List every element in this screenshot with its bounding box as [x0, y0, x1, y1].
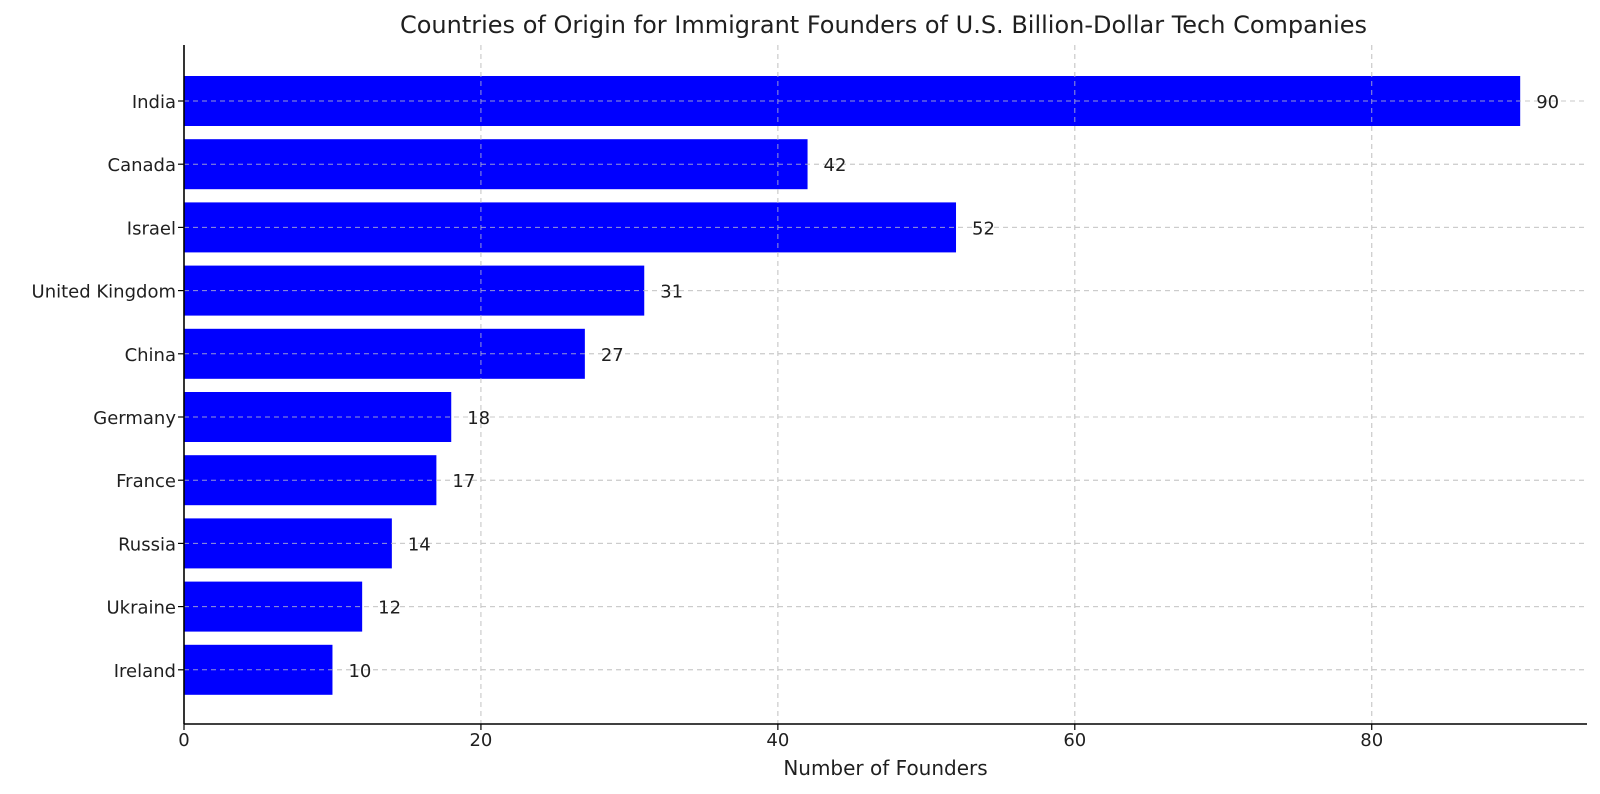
y-tick-label: Ukraine	[106, 598, 176, 619]
bar-germany	[184, 392, 452, 442]
y-tick-label: India	[132, 92, 176, 113]
bars	[184, 45, 1587, 724]
value-labels: 90 42 52 31 27 18 17 14 12 10	[348, 92, 1559, 682]
data-label: 10	[348, 661, 371, 682]
y-tick-label: China	[125, 345, 176, 366]
x-tick-label: 20	[469, 730, 492, 751]
tick-labels: 0 20 40 60 80 India Canada Israel United Kingdom…	[32, 92, 1384, 751]
y-tick-label: United Kingdom	[32, 282, 176, 303]
data-label: 12	[378, 598, 401, 619]
y-tick-label: Israel	[127, 218, 176, 239]
data-label: 27	[601, 345, 624, 366]
x-tick-label: 40	[766, 730, 789, 751]
x-axis-title: Number of Founders	[783, 756, 987, 780]
bar-ukraine	[184, 581, 363, 632]
bar-israel	[184, 202, 957, 253]
y-tick-label: France	[116, 471, 176, 492]
axes	[178, 45, 1587, 730]
data-label: 18	[467, 408, 490, 429]
x-tick-label: 80	[1360, 730, 1383, 751]
chart-title: Countries of Origin for Immigrant Founde…	[400, 11, 1367, 39]
y-tick-label: Russia	[118, 534, 176, 555]
y-tick-label: Canada	[108, 155, 177, 176]
y-tick-label: Ireland	[114, 661, 176, 682]
data-label: 14	[408, 534, 431, 555]
data-label: 31	[660, 282, 683, 303]
y-tick-label: Germany	[93, 408, 176, 429]
data-label: 52	[972, 218, 995, 239]
data-label: 17	[452, 471, 475, 492]
data-label: 42	[824, 155, 847, 176]
data-label: 90	[1536, 92, 1559, 113]
x-tick-label: 60	[1063, 730, 1086, 751]
x-tick-label: 0	[178, 730, 189, 751]
